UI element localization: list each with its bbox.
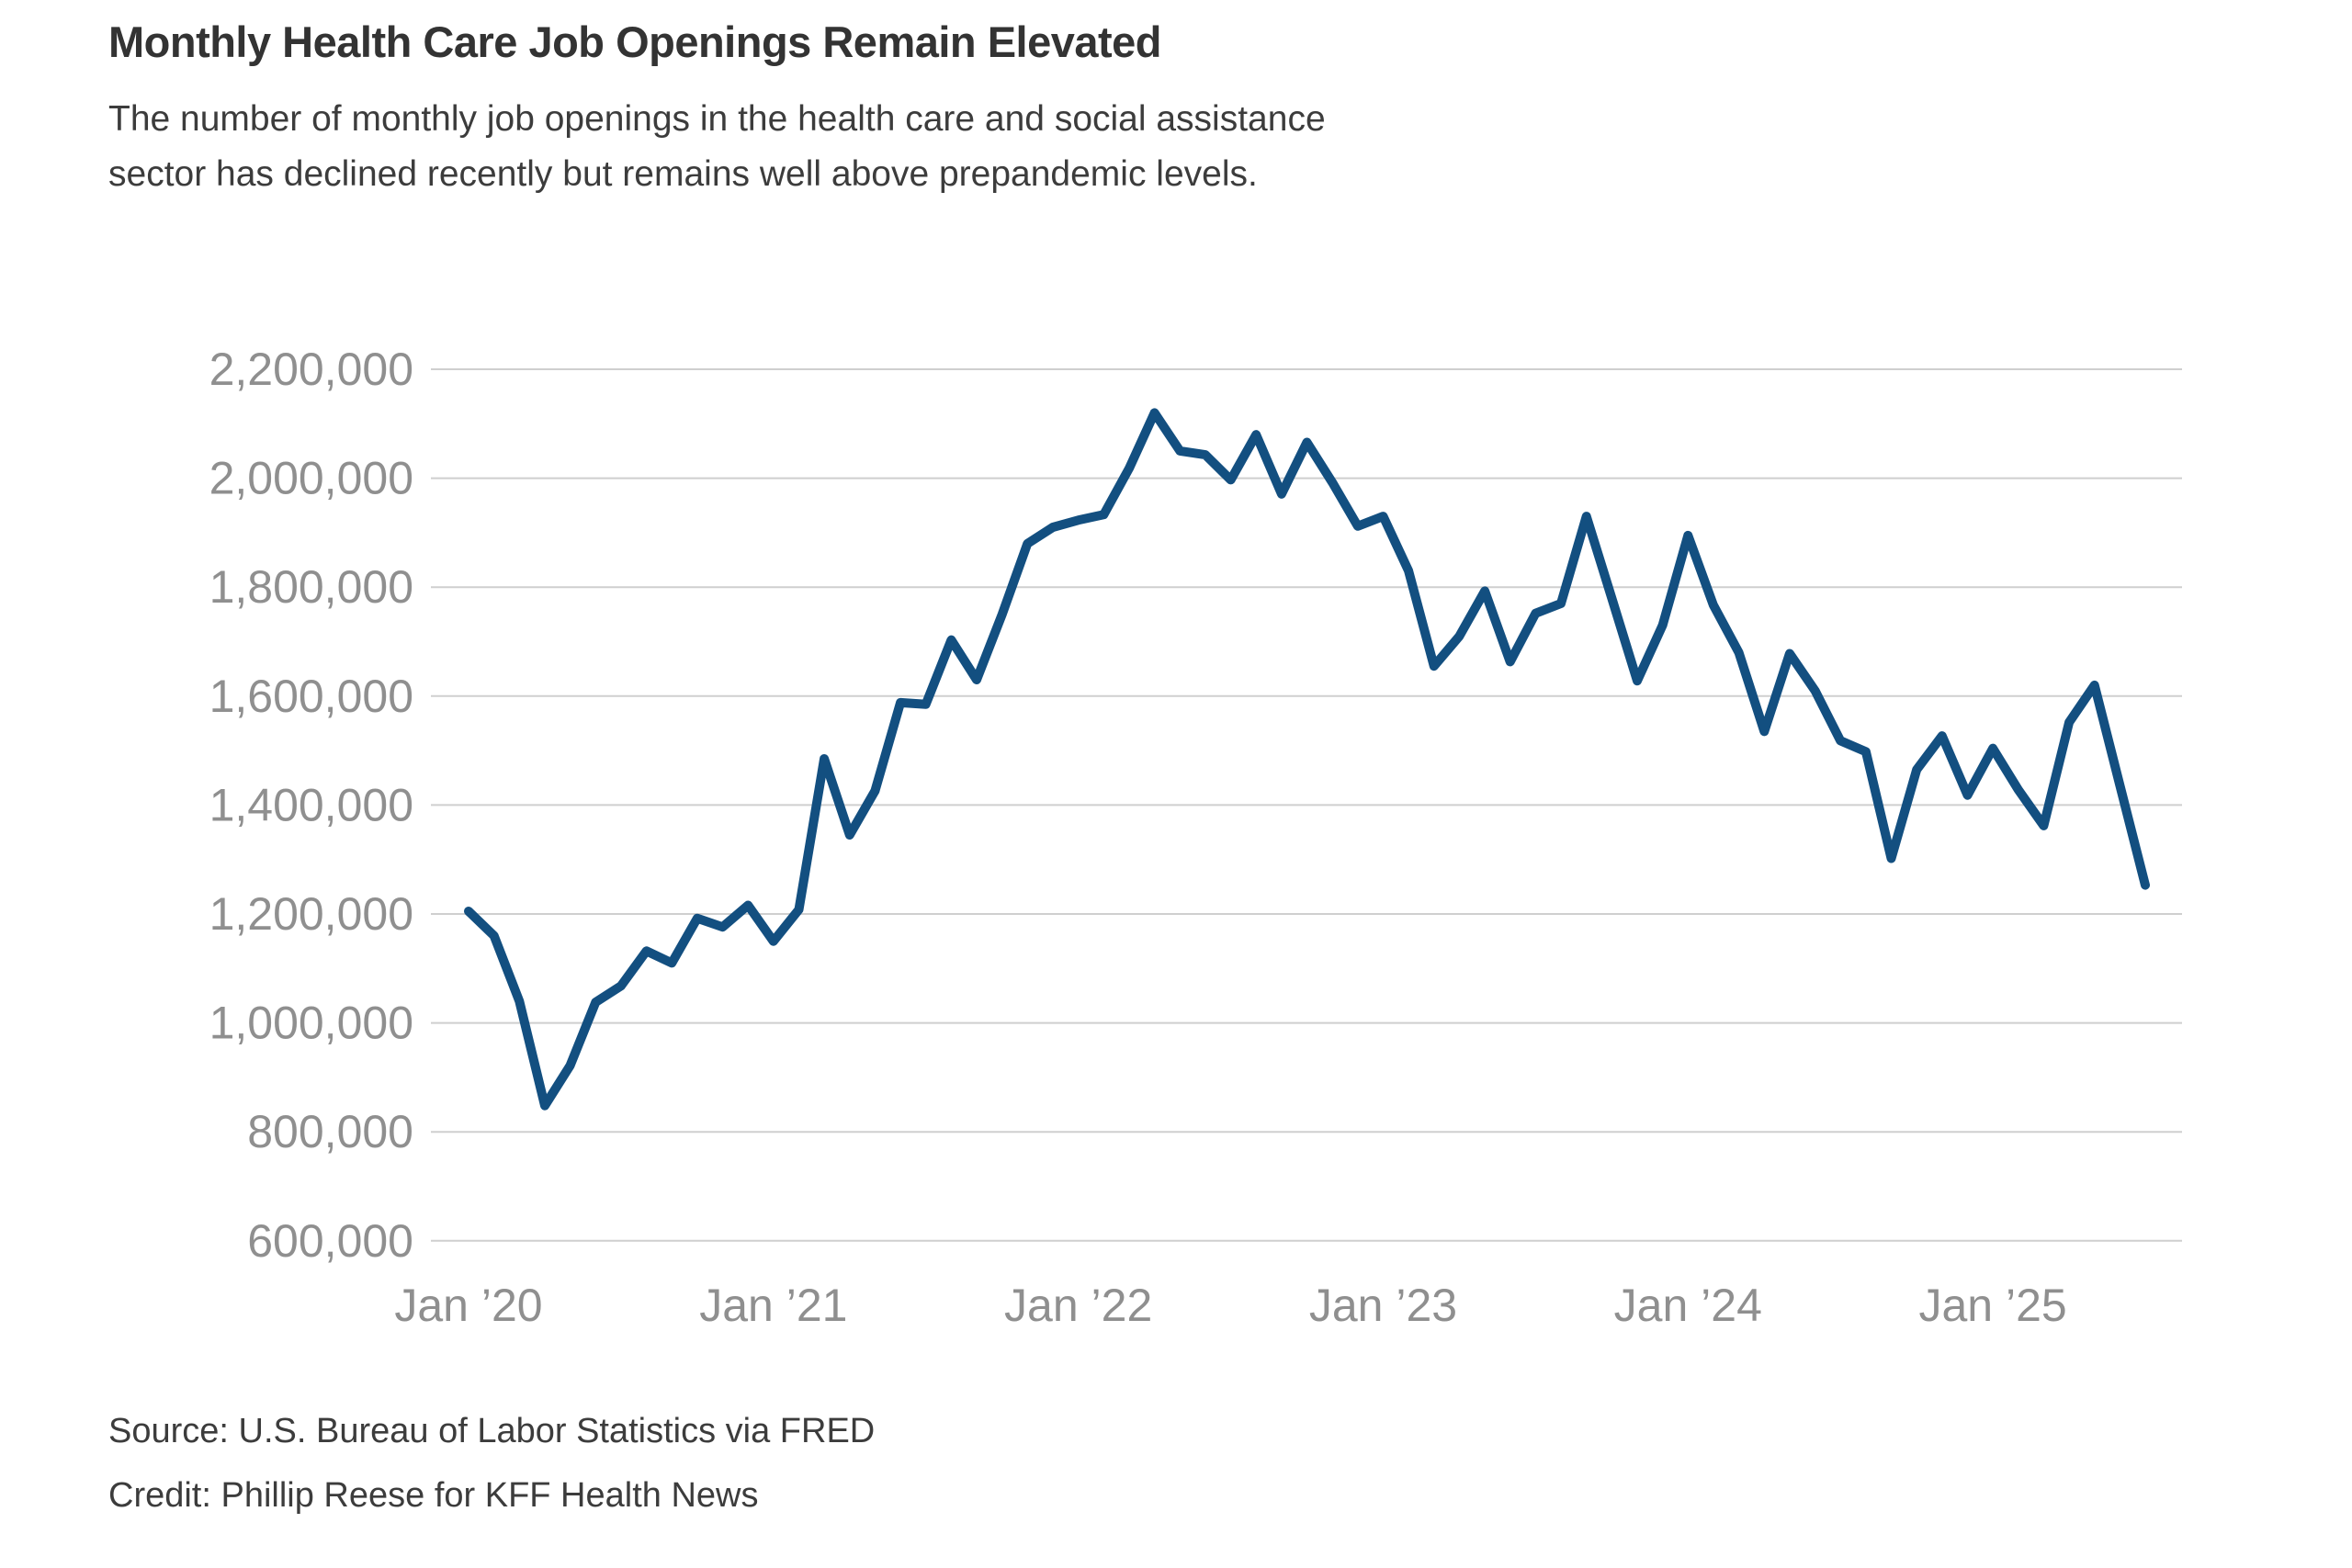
y-tick-label: 600,000 bbox=[247, 1215, 413, 1267]
credit-note: Credit: Phillip Reese for KFF Health New… bbox=[108, 1476, 759, 1515]
gridlines bbox=[431, 368, 2182, 1242]
y-tick-label: 1,800,000 bbox=[209, 561, 413, 613]
y-tick-label: 1,400,000 bbox=[209, 779, 413, 830]
y-axis-labels: 600,000 800,000 1,000,000 1,200,000 1,400,00… bbox=[209, 344, 413, 1267]
chart-subtitle: The number of monthly job openings in th… bbox=[108, 99, 1326, 195]
source-note: Source: U.S. Bureau of Labor Statistics … bbox=[108, 1412, 876, 1450]
y-tick-label: 2,200,000 bbox=[209, 344, 413, 395]
y-tick-label: 2,000,000 bbox=[209, 453, 413, 504]
y-tick-label: 1,600,000 bbox=[209, 671, 413, 722]
x-tick-label: Jan ’21 bbox=[699, 1280, 847, 1331]
x-axis-labels: Jan ’20 Jan ’21 Jan ’22 Jan ’23 Jan ’24 Jan ’… bbox=[394, 1280, 2066, 1331]
page-title: Monthly Health Care Job Openings Remain … bbox=[108, 17, 1162, 66]
y-tick-label: 1,000,000 bbox=[209, 998, 413, 1049]
y-tick-label: 800,000 bbox=[247, 1106, 413, 1157]
x-tick-label: Jan ’24 bbox=[1614, 1280, 1762, 1331]
x-tick-label: Jan ’20 bbox=[394, 1280, 542, 1331]
job-openings-line bbox=[464, 408, 2150, 1111]
x-tick-label: Jan ’23 bbox=[1309, 1280, 1457, 1331]
x-tick-label: Jan ’25 bbox=[1919, 1280, 2067, 1331]
x-tick-label: Jan ’22 bbox=[1004, 1280, 1152, 1331]
y-tick-label: 1,200,000 bbox=[209, 888, 413, 940]
